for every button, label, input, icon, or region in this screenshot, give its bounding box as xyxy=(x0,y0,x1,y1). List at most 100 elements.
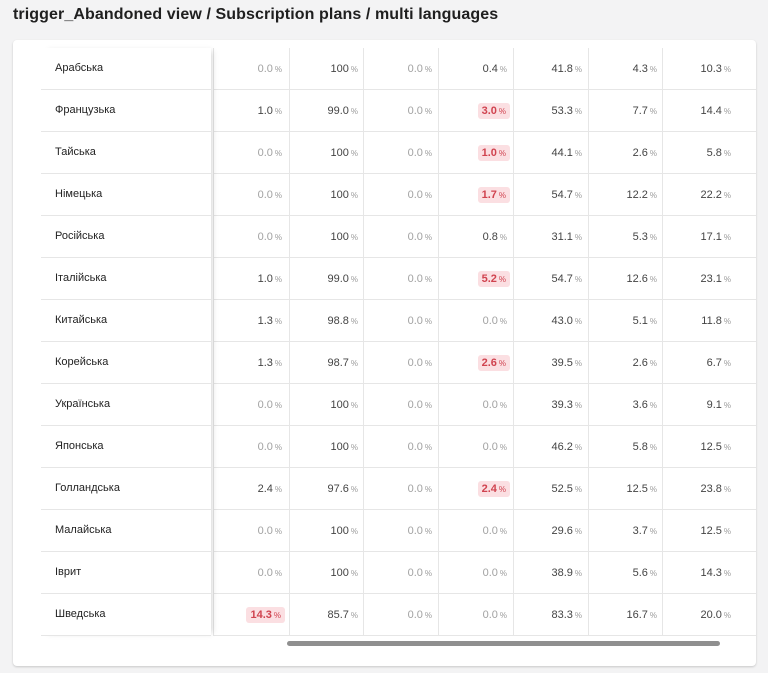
value-number: 5.1 xyxy=(632,315,648,327)
percent-unit: % xyxy=(649,359,657,368)
table-row: 0.0% 100% 0.0% 0.0% 38.9% 5.6% 14.3% xyxy=(213,552,756,594)
value-number: 23.8 xyxy=(700,483,722,495)
language-cell: Російська xyxy=(41,216,211,258)
table-cell: 17.1% xyxy=(662,216,737,258)
highlighted-value: 2.4% xyxy=(477,481,510,497)
value-number: 12.6 xyxy=(626,273,648,285)
table-cell: 0.4% xyxy=(438,48,513,90)
percent-unit: % xyxy=(274,527,282,536)
value-number: 2.6 xyxy=(632,147,648,159)
value-number: 54.7 xyxy=(551,273,573,285)
percent-unit: % xyxy=(574,65,582,74)
value-number: 54.7 xyxy=(551,189,573,201)
value-number: 23.1 xyxy=(700,273,722,285)
percent-unit: % xyxy=(649,275,657,284)
percent-unit: % xyxy=(350,233,358,242)
cell-value: 5.8% xyxy=(707,147,731,159)
value-number: 1.3 xyxy=(257,357,273,369)
value-number: 5.8 xyxy=(706,147,722,159)
table-cell: 23.8% xyxy=(662,468,737,510)
table-cell: 100% xyxy=(289,174,364,216)
percent-unit: % xyxy=(350,401,358,410)
table-cell: 2.6% xyxy=(588,132,663,174)
table-cell: 1.0% xyxy=(438,132,513,174)
row-divider xyxy=(213,131,756,132)
value-number: 38.9 xyxy=(551,567,573,579)
percent-unit: % xyxy=(723,401,731,410)
language-label: Шведська xyxy=(55,608,106,620)
cell-value: 0.0% xyxy=(258,189,282,201)
cell-value: 100% xyxy=(331,441,358,453)
table-cell: 0.0% xyxy=(363,384,438,426)
table-cell: 0.0% xyxy=(438,594,513,636)
value-number: 31.1 xyxy=(551,231,573,243)
data-grid[interactable]: 0.0% 100% 0.0% 0.4% 41.8% 4.3% 10.3% 1.0% 99.0% 0… xyxy=(213,40,756,640)
table-cell: 9.1% xyxy=(662,384,737,426)
language-cell: Голландська xyxy=(41,468,211,510)
percent-unit: % xyxy=(424,191,432,200)
language-cell: Німецька xyxy=(41,174,211,216)
table-cell: 14.4% xyxy=(662,90,737,132)
value-number: 0.0 xyxy=(407,63,423,75)
percent-unit: % xyxy=(574,527,582,536)
table-cell: 0.0% xyxy=(213,384,288,426)
value-number: 98.8 xyxy=(327,315,349,327)
table-cell: 2.6% xyxy=(438,342,513,384)
cell-value: 14.3% xyxy=(700,567,731,579)
table-cell: 5.8% xyxy=(662,132,737,174)
table-cell: 5.8% xyxy=(588,426,663,468)
cell-value: 54.7% xyxy=(551,273,582,285)
value-number: 100 xyxy=(330,63,349,75)
value-number: 0.0 xyxy=(257,441,273,453)
table-cell: 1.3% xyxy=(213,342,288,384)
table-cell: 54.7% xyxy=(513,258,588,300)
value-number: 14.3 xyxy=(700,567,722,579)
row-divider xyxy=(213,425,756,426)
value-number: 0.0 xyxy=(257,525,273,537)
table-cell: 99.0% xyxy=(289,258,364,300)
cell-value: 29.6% xyxy=(551,525,582,537)
percent-unit: % xyxy=(723,527,731,536)
percent-unit: % xyxy=(498,359,506,368)
table-cell: 0.0% xyxy=(363,300,438,342)
table-cell: 3.0% xyxy=(438,90,513,132)
table-cell: 3.6% xyxy=(588,384,663,426)
value-number: 43.0 xyxy=(551,315,573,327)
table-cell: 43.0% xyxy=(513,300,588,342)
language-label: Тайська xyxy=(55,146,96,158)
table-cell: 83.3% xyxy=(513,594,588,636)
table-cell: 1.7% xyxy=(438,174,513,216)
percent-unit: % xyxy=(424,443,432,452)
cell-value: 20.0% xyxy=(700,609,731,621)
cell-value: 98.8% xyxy=(327,315,358,327)
value-number: 83.3 xyxy=(551,609,573,621)
table-cell: 38.9% xyxy=(513,552,588,594)
table-cell: 12.5% xyxy=(588,468,663,510)
percent-unit: % xyxy=(350,275,358,284)
percent-unit: % xyxy=(574,233,582,242)
percent-unit: % xyxy=(723,191,731,200)
value-number: 0.0 xyxy=(407,567,423,579)
language-label: Російська xyxy=(55,230,105,242)
cell-value: 0.8% xyxy=(483,231,507,243)
cell-value: 0.0% xyxy=(408,525,432,537)
horizontal-scrollbar[interactable] xyxy=(287,641,720,646)
language-cell: Малайська xyxy=(41,510,211,552)
highlighted-value: 14.3% xyxy=(246,607,285,623)
percent-unit: % xyxy=(499,611,507,620)
cell-value: 53.3% xyxy=(551,105,582,117)
table-cell: 0.0% xyxy=(438,384,513,426)
value-number: 0.0 xyxy=(407,399,423,411)
value-number: 1.3 xyxy=(257,315,273,327)
percent-unit: % xyxy=(350,443,358,452)
value-number: 0.0 xyxy=(407,525,423,537)
cell-value: 3.6% xyxy=(633,399,657,411)
cell-value: 100% xyxy=(331,189,358,201)
value-number: 7.7 xyxy=(632,105,648,117)
report-table: Арабська Французька Тайська Німецька Російсь… xyxy=(13,40,756,640)
cell-value: 44.1% xyxy=(551,147,582,159)
cell-value: 0.0% xyxy=(258,63,282,75)
value-number: 39.5 xyxy=(551,357,573,369)
value-number: 1.0 xyxy=(257,273,273,285)
value-number: 12.5 xyxy=(626,483,648,495)
